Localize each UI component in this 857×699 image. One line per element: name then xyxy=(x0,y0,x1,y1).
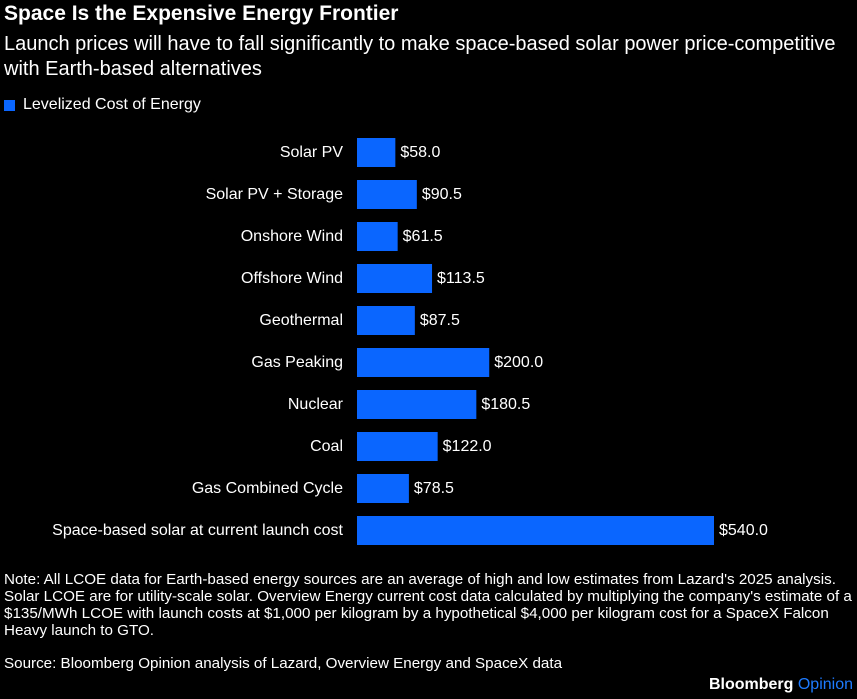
category-label: Onshore Wind xyxy=(241,228,343,245)
bar xyxy=(357,432,438,461)
value-label: $540.0 xyxy=(719,522,768,539)
value-label: $61.5 xyxy=(403,228,443,245)
category-label: Offshore Wind xyxy=(241,270,343,287)
brand-section: Opinion xyxy=(797,676,853,693)
bar xyxy=(357,516,714,545)
brand-name: Bloomberg xyxy=(708,676,794,693)
bar-chart: Solar PV $58.0 Solar PV + Storage $90.5 Onsh… xyxy=(52,138,768,545)
category-label: Nuclear xyxy=(288,396,344,413)
value-label: $113.5 xyxy=(437,270,485,287)
legend: Levelized Cost of Energy xyxy=(4,96,201,114)
category-label: Gas Combined Cycle xyxy=(192,480,343,497)
category-label: Coal xyxy=(310,438,343,455)
bar xyxy=(357,306,415,335)
value-label: $122.0 xyxy=(443,438,492,455)
bar xyxy=(357,138,396,167)
bar xyxy=(357,180,417,209)
chart-subtitle: Launch prices will have to fall signific… xyxy=(4,33,836,80)
bar xyxy=(357,390,477,419)
category-label: Space-based solar at current launch cost xyxy=(52,522,343,539)
category-label: Solar PV xyxy=(280,144,343,161)
category-label: Geothermal xyxy=(259,312,343,329)
chart-note: Note: All LCOE data for Earth-based ener… xyxy=(4,571,852,639)
value-label: $87.5 xyxy=(420,312,460,329)
value-label: $200.0 xyxy=(494,354,543,371)
brand-logo: Bloomberg Opinion xyxy=(709,676,853,694)
value-label: $90.5 xyxy=(422,186,462,203)
legend-label: Levelized Cost of Energy xyxy=(23,96,201,113)
value-label: $58.0 xyxy=(400,144,440,161)
value-label: $180.5 xyxy=(481,396,530,413)
bar xyxy=(357,348,490,377)
bar xyxy=(357,222,398,251)
category-label: Gas Peaking xyxy=(251,354,343,371)
category-label: Solar PV + Storage xyxy=(206,186,344,203)
bar xyxy=(357,474,409,503)
bar xyxy=(357,264,433,293)
legend-swatch xyxy=(4,99,15,111)
chart-source: Source: Bloomberg Opinion analysis of La… xyxy=(4,655,563,672)
value-label: $78.5 xyxy=(414,480,454,497)
chart-title: Space Is the Expensive Energy Frontier xyxy=(4,2,399,25)
